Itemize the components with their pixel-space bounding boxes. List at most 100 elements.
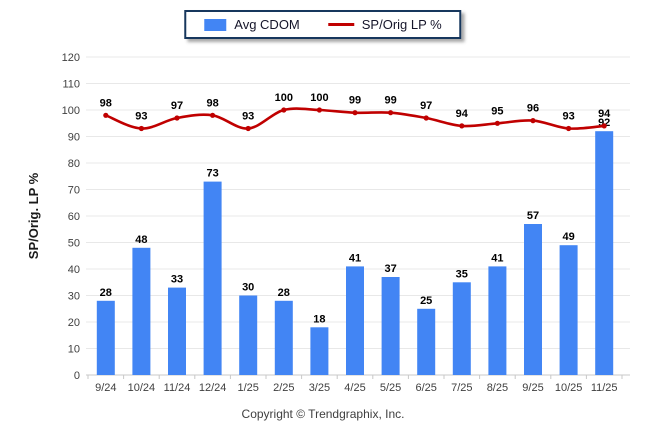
line-point[interactable]	[174, 115, 180, 121]
x-ticks	[87, 375, 623, 379]
x-axis-label: 9/24	[95, 382, 116, 394]
bar-value-label: 41	[491, 252, 503, 264]
y-tick-label: 0	[74, 370, 80, 382]
bar-value-label: 30	[242, 282, 254, 294]
bar[interactable]	[132, 247, 151, 375]
line-point[interactable]	[459, 123, 465, 129]
x-axis-label: 8/25	[487, 382, 508, 394]
bar-value-label: 28	[100, 287, 112, 299]
y-tick-label: 100	[62, 105, 80, 117]
line-swatch-icon	[327, 23, 354, 26]
bar-value-label: 48	[135, 234, 147, 246]
line-value-label: 97	[171, 100, 183, 112]
bar[interactable]	[417, 308, 436, 375]
x-axis-label: 6/25	[415, 382, 436, 394]
line-value-label: 96	[527, 103, 539, 115]
legend-item-sp-orig-lp[interactable]: SP/Orig LP %	[327, 17, 442, 32]
combo-chart-plot: 0 10 20 30 40 50 60 70 80 90 100 110 120 9/24 10/24 11/…	[26, 52, 630, 394]
x-axis-label: 11/25	[591, 382, 618, 394]
bar[interactable]	[274, 300, 293, 375]
bar-value-label: 41	[349, 252, 361, 264]
bar-value-label: 49	[562, 231, 574, 243]
legend-item-avg-cdom[interactable]: Avg CDOM	[204, 17, 300, 32]
y-tick-label: 30	[68, 291, 80, 303]
line-value-label: 93	[242, 111, 254, 123]
y-tick-label: 20	[68, 317, 80, 329]
x-axis-label: 10/25	[555, 382, 583, 394]
x-axis-label: 3/25	[309, 382, 330, 394]
bar[interactable]	[381, 277, 400, 375]
y-tick-label: 90	[68, 132, 80, 144]
line-point[interactable]	[423, 115, 429, 121]
bar[interactable]	[203, 181, 222, 375]
line-point[interactable]	[352, 110, 358, 116]
y-tick-label: 60	[68, 211, 80, 223]
line-value-label: 94	[598, 108, 611, 120]
bar[interactable]	[595, 131, 614, 375]
bar-swatch-icon	[204, 18, 227, 31]
line-point[interactable]	[281, 107, 287, 113]
line-point[interactable]	[316, 107, 322, 113]
x-axis-label: 10/24	[128, 382, 156, 394]
bar[interactable]	[168, 287, 186, 375]
bar-value-label: 73	[206, 168, 218, 180]
y-tick-label: 110	[62, 79, 80, 91]
bar[interactable]	[239, 295, 258, 376]
line-point[interactable]	[530, 118, 536, 124]
line-point[interactable]	[138, 125, 144, 132]
x-axis-label: 4/25	[344, 382, 365, 394]
y-tick-label: 120	[62, 52, 80, 64]
bar-value-label: 37	[384, 263, 396, 275]
line-point[interactable]	[210, 112, 216, 118]
bar[interactable]	[488, 266, 507, 375]
y-tick-label: 80	[68, 158, 80, 170]
line-point[interactable]	[103, 112, 109, 118]
line-value-label: 99	[349, 95, 361, 107]
x-axis-labels: 9/24 10/24 11/24 12/24 1/25 2/25 3/25 4/25 5/25 6…	[95, 382, 617, 394]
legend: Avg CDOM SP/Orig LP %	[184, 10, 462, 39]
bar-value-label: 35	[456, 268, 468, 280]
y-tick-label: 40	[68, 264, 80, 276]
bar-value-label: 18	[313, 313, 325, 325]
y-tick-label: 70	[68, 185, 80, 197]
line-point[interactable]	[601, 123, 607, 129]
x-axis-label: 1/25	[237, 382, 258, 394]
line-value-label: 98	[206, 97, 218, 109]
line-point[interactable]	[566, 125, 572, 132]
line-value-label: 100	[275, 92, 293, 104]
line-point[interactable]	[388, 110, 394, 116]
legend-label-avg-cdom: Avg CDOM	[234, 17, 300, 32]
bar-value-label: 25	[420, 295, 432, 307]
y-axis-labels: 0 10 20 30 40 50 60 70 80 90 100 110 120	[62, 52, 80, 382]
bar[interactable]	[346, 266, 364, 375]
bar[interactable]	[310, 327, 329, 375]
x-axis-label: 7/25	[451, 382, 472, 394]
x-axis-label: 5/25	[380, 382, 401, 394]
x-axis-label: 11/24	[164, 382, 191, 394]
legend-label-sp-orig-lp: SP/Orig LP %	[361, 17, 442, 32]
x-axis-label: 9/25	[522, 382, 543, 394]
line-value-label: 95	[491, 105, 503, 117]
line-value-label: 100	[310, 92, 328, 104]
line-point[interactable]	[245, 125, 251, 132]
y-tick-label: 50	[68, 238, 80, 250]
line-value-label: 93	[562, 111, 574, 123]
bar-value-label: 57	[527, 210, 539, 222]
bar[interactable]	[96, 300, 115, 375]
line-value-label: 99	[384, 95, 396, 107]
line-value-label: 94	[456, 108, 469, 120]
line-point[interactable]	[494, 120, 500, 126]
x-axis-label: 2/25	[273, 382, 294, 394]
x-axis-label: 12/24	[199, 382, 227, 394]
bar[interactable]	[559, 245, 578, 375]
bar-value-label: 28	[278, 287, 290, 299]
line-value-label: 97	[420, 100, 432, 112]
copyright: Copyright © Trendgraphix, Inc.	[241, 407, 405, 421]
bar[interactable]	[524, 224, 542, 375]
y-tick-label: 10	[68, 344, 80, 356]
y-axis-title: SP/Orig. LP %	[26, 172, 41, 259]
line-points: 98 93 97 98 93 100 100 99 99 97 94 95 96 93 94	[100, 92, 611, 132]
bar[interactable]	[452, 282, 471, 375]
bar-value-label: 33	[171, 274, 183, 286]
